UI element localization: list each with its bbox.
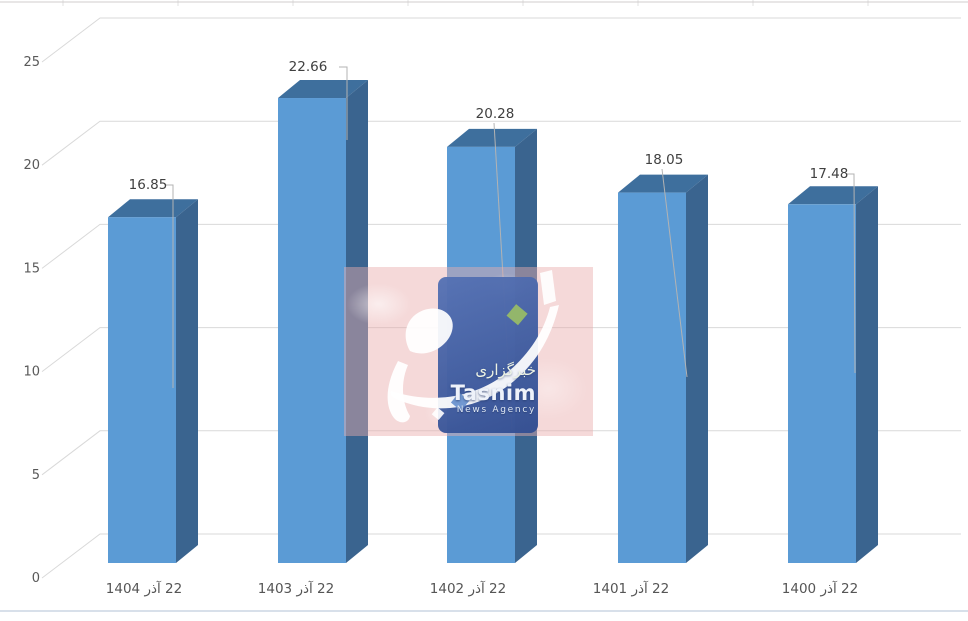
- bar-column-4: [788, 204, 856, 563]
- y-axis-tick-label: 15: [23, 261, 40, 276]
- y-axis-tick-label: 20: [23, 158, 40, 173]
- bar-value-label-3: 18.05: [645, 152, 684, 168]
- bar-column-1: [278, 98, 346, 564]
- agency-name-english: Tasnim: [450, 380, 536, 405]
- bar-top-face-4: [788, 186, 878, 205]
- label-leader-line-4: [846, 173, 856, 374]
- bar-value-label-1: 22.66: [289, 59, 328, 75]
- bar-top-face-1: [278, 80, 368, 99]
- label-leader-line-1: [339, 66, 348, 140]
- bar-top-face-3: [618, 174, 708, 193]
- x-axis-label-1: 22 آذر 1403: [257, 581, 335, 597]
- x-axis-label-2: 22 آذر 1402: [429, 581, 507, 597]
- tasnim-watermark: خبرگزاری Tasnim News Agency: [344, 267, 593, 436]
- y-axis-tick-label: 5: [32, 468, 40, 483]
- label-leader-line-3: [661, 168, 688, 378]
- tasnim-calligraphy-icon: [387, 270, 559, 423]
- label-leader-line-0: [165, 184, 174, 388]
- bar-value-label-0: 16.85: [129, 177, 168, 193]
- y-axis-tick-label: 25: [23, 55, 40, 70]
- y-axis-tick-label: 10: [23, 365, 40, 380]
- bar-top-face-0: [108, 199, 198, 218]
- agency-subtitle: News Agency: [456, 404, 536, 415]
- bar-value-label-2: 20.28: [476, 106, 515, 122]
- bar-side-face-4: [856, 186, 878, 563]
- bar-side-face-3: [686, 174, 708, 563]
- agency-name-farsi: خبرگزاری: [475, 361, 536, 379]
- gridline-20: [41, 120, 961, 166]
- bar-side-face-0: [176, 199, 198, 563]
- bar-column-3: [618, 192, 686, 563]
- bar-value-label-4: 17.48: [810, 166, 849, 182]
- watermark-text: خبرگزاری Tasnim News Agency: [450, 361, 536, 415]
- gridline-25: [41, 17, 961, 63]
- x-axis-label-3: 22 آذر 1401: [592, 581, 670, 597]
- bar-column-0: [108, 217, 176, 563]
- y-axis-tick-label: 0: [32, 571, 40, 586]
- x-axis-label-4: 22 آذر 1400: [781, 581, 859, 597]
- bar-top-face-2: [447, 128, 537, 147]
- x-axis-label-0: 22 آذر 1404: [105, 581, 183, 597]
